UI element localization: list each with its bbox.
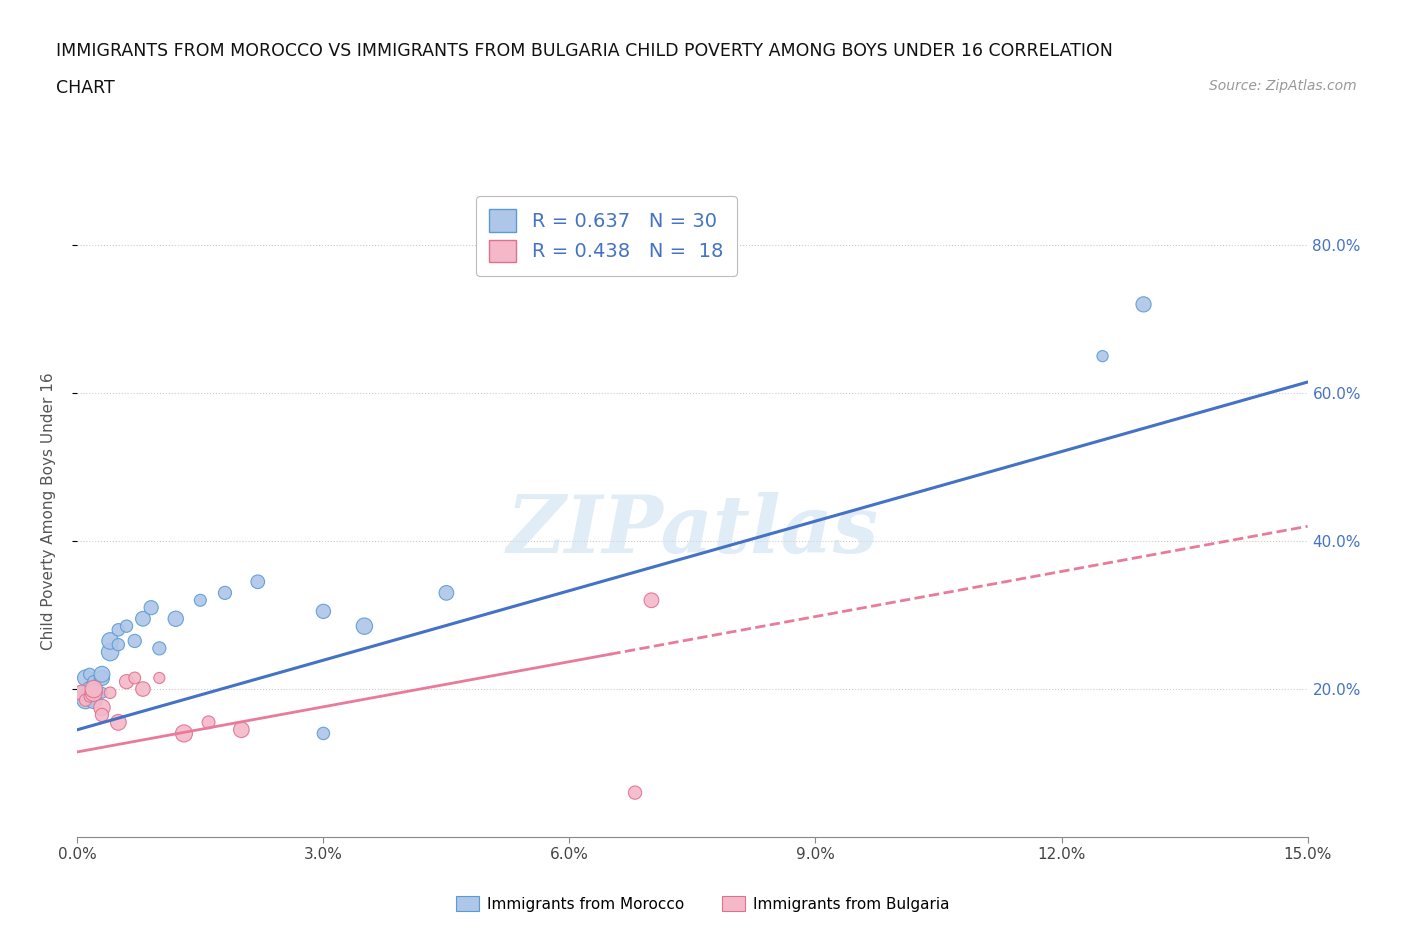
Legend: R = 0.637   N = 30, R = 0.438   N =  18: R = 0.637 N = 30, R = 0.438 N = 18 <box>475 195 737 275</box>
Point <box>214 586 236 601</box>
Point <box>83 693 105 708</box>
Point <box>1091 349 1114 364</box>
Point <box>83 685 105 700</box>
Point <box>640 592 662 607</box>
Point <box>107 637 129 652</box>
Point <box>90 700 114 715</box>
Point <box>75 693 97 708</box>
Point <box>107 715 129 730</box>
Point <box>148 671 170 685</box>
Point <box>83 685 105 700</box>
Point <box>148 641 170 656</box>
Text: ZIPatlas: ZIPatlas <box>506 492 879 570</box>
Point <box>75 693 97 708</box>
Point <box>312 604 335 618</box>
Y-axis label: Child Poverty Among Boys Under 16: Child Poverty Among Boys Under 16 <box>42 373 56 650</box>
Point <box>188 592 212 607</box>
Point <box>70 685 93 700</box>
Point <box>353 618 375 633</box>
Point <box>79 689 101 704</box>
Point <box>90 671 114 685</box>
Text: CHART: CHART <box>56 79 115 97</box>
Point <box>173 726 195 741</box>
Point <box>132 682 155 697</box>
Legend: Immigrants from Morocco, Immigrants from Bulgaria: Immigrants from Morocco, Immigrants from… <box>450 889 956 918</box>
Point <box>90 667 114 682</box>
Point <box>312 726 335 741</box>
Point <box>98 633 121 648</box>
Point <box>115 674 138 689</box>
Point <box>124 633 146 648</box>
Point <box>107 622 129 637</box>
Text: IMMIGRANTS FROM MOROCCO VS IMMIGRANTS FROM BULGARIA CHILD POVERTY AMONG BOYS UND: IMMIGRANTS FROM MOROCCO VS IMMIGRANTS FR… <box>56 42 1114 60</box>
Point <box>115 618 138 633</box>
Point <box>124 671 146 685</box>
Point <box>1132 297 1154 312</box>
Point <box>90 685 114 700</box>
Point <box>246 575 269 590</box>
Point <box>98 685 121 700</box>
Point <box>132 611 155 626</box>
Point <box>231 723 253 737</box>
Point <box>79 667 101 682</box>
Point <box>79 682 101 697</box>
Point <box>436 586 458 601</box>
Point <box>98 644 121 659</box>
Point <box>624 785 647 800</box>
Point <box>90 708 114 723</box>
Point <box>197 715 219 730</box>
Point <box>70 685 93 700</box>
Point <box>165 611 187 626</box>
Point <box>83 682 105 697</box>
Point <box>141 600 163 615</box>
Text: Source: ZipAtlas.com: Source: ZipAtlas.com <box>1209 79 1357 93</box>
Point <box>75 671 97 685</box>
Point <box>83 674 105 689</box>
